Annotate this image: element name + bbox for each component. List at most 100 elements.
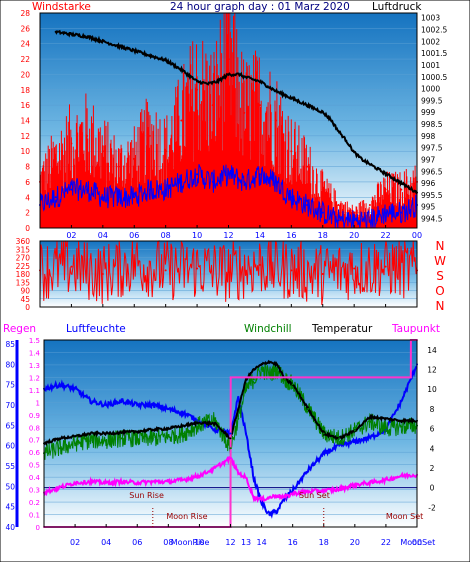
panel3-x-tick-label: 12: [225, 538, 235, 547]
panel1-right-tick-label: 996.5: [421, 167, 443, 176]
pressure-point: [408, 186, 411, 189]
regen-tick-label: 0.7: [29, 437, 40, 445]
dewpoint-point: [291, 492, 294, 495]
humidity-point: [369, 436, 372, 439]
panel2-left-tick-label: 180: [16, 270, 31, 279]
panel1-left-label: Windstarke: [32, 1, 91, 13]
humidity-point: [260, 501, 263, 504]
panel1-x-tick-label: 00: [412, 231, 422, 240]
humidity-point: [136, 404, 139, 407]
humidity-point: [237, 395, 240, 398]
panel3-x-tick-label: 20: [350, 538, 360, 547]
panel3-x-tick-label: 10: [194, 538, 204, 547]
temperature-point: [260, 363, 263, 366]
dewpoint-point: [120, 480, 123, 483]
dewpoint-point: [136, 481, 139, 484]
wind-gust-point: [321, 188, 324, 191]
panel3-x-tick-label: 08: [163, 538, 173, 547]
panel1-left-tick-label: 12: [20, 132, 30, 141]
regen-tick-label: 0.1: [29, 512, 40, 520]
pressure-point: [251, 78, 254, 81]
windchill-point: [74, 442, 77, 445]
humidity-tick-label: 60: [5, 442, 15, 451]
pressure-point: [400, 182, 403, 185]
panel3-axes: 0 0.1 0.2 0.3 0.4 0.5 0.6 0.7 0.8 0.9 1 1.1 1.2 1.3 1.…: [5, 337, 437, 547]
pressure-point: [164, 59, 167, 62]
wind-gust-point: [368, 203, 371, 206]
dewpoint-point: [369, 481, 372, 484]
panel1-right-label: Luftdruck: [372, 1, 422, 13]
windchill-point: [268, 373, 271, 376]
temperature-point: [384, 417, 387, 420]
wind-average-point: [86, 188, 89, 191]
panel1-left-tick-label: 26: [20, 24, 30, 33]
dewpoint-point: [229, 457, 232, 460]
humidity-tick-label: 80: [5, 360, 15, 369]
panel3-x-tick-label: 06: [132, 538, 142, 547]
dewpoint-point: [58, 486, 61, 489]
panel1-right-tick-label: 1000: [421, 85, 440, 94]
wind-average-point: [274, 180, 277, 183]
wind-direction-point: [196, 267, 199, 270]
pressure-point: [133, 49, 136, 52]
windchill-point: [252, 378, 255, 381]
wind-average-point: [70, 188, 73, 191]
windchill-point: [260, 368, 263, 371]
humidity-tick-label: 55: [5, 462, 15, 471]
wind-average-point: [368, 219, 371, 222]
windchill-point: [198, 423, 201, 426]
humidity-point: [245, 432, 248, 435]
windchill-point: [237, 417, 240, 420]
humidity-tick-label: 45: [5, 503, 15, 512]
wind-average-point: [101, 196, 104, 199]
panel3-x-tick-label: 14: [256, 538, 266, 547]
windchill-point: [105, 439, 108, 442]
temp-tick-label: 6: [430, 425, 435, 434]
pressure-point: [306, 104, 309, 107]
panel1-x-tick-label: 10: [192, 231, 202, 240]
wind-average-point: [133, 196, 136, 199]
regen-tick-label: 1.3: [29, 362, 40, 370]
windchill-point: [322, 432, 325, 435]
temperature-point: [167, 427, 170, 430]
wind-average-point: [196, 173, 199, 176]
temperature-point: [74, 435, 77, 438]
pressure-point: [70, 33, 73, 36]
dewpoint-point: [245, 476, 248, 479]
temperature-point: [245, 378, 248, 381]
pressure-point: [321, 111, 324, 114]
panel1-right-tick-label: 1000.5: [421, 73, 447, 82]
pressure-point: [238, 73, 241, 76]
wind-average-point: [54, 196, 57, 199]
pressure-point: [345, 139, 348, 142]
panel3-x-tick-label: 02: [70, 538, 80, 547]
panel1-x-tick-label: 16: [286, 231, 296, 240]
direction-letter: S: [436, 269, 444, 283]
panel1-right-tick-label: 999: [421, 108, 436, 117]
windchill-point: [338, 437, 341, 440]
panel1-left-tick-label: 28: [20, 9, 30, 18]
panel2-left-tick-label: 360: [16, 237, 31, 246]
dewpoint-point: [105, 481, 108, 484]
pressure-point: [86, 35, 89, 38]
humidity-point: [182, 412, 185, 415]
humidity-tick-label: 70: [5, 401, 15, 410]
temperature-point: [182, 424, 185, 427]
wind-gust-point: [274, 119, 277, 122]
wind-direction-point: [321, 273, 324, 275]
humidity-point: [198, 420, 201, 423]
wind-gust-point: [54, 157, 57, 160]
temperature-point: [198, 421, 201, 424]
humidity-point: [120, 399, 123, 402]
regen-tick-label: 0.3: [29, 487, 40, 495]
pressure-point: [368, 163, 371, 166]
panel1-x-tick-label: 18: [318, 231, 328, 240]
pressure-point: [329, 118, 332, 121]
panel1-right-tick-label: 994.5: [421, 215, 443, 224]
panel1-right-tick-label: 995.5: [421, 191, 443, 200]
temperature-point: [268, 360, 271, 363]
temp-tick-label: 10: [427, 385, 437, 394]
windchill-point: [58, 447, 61, 450]
